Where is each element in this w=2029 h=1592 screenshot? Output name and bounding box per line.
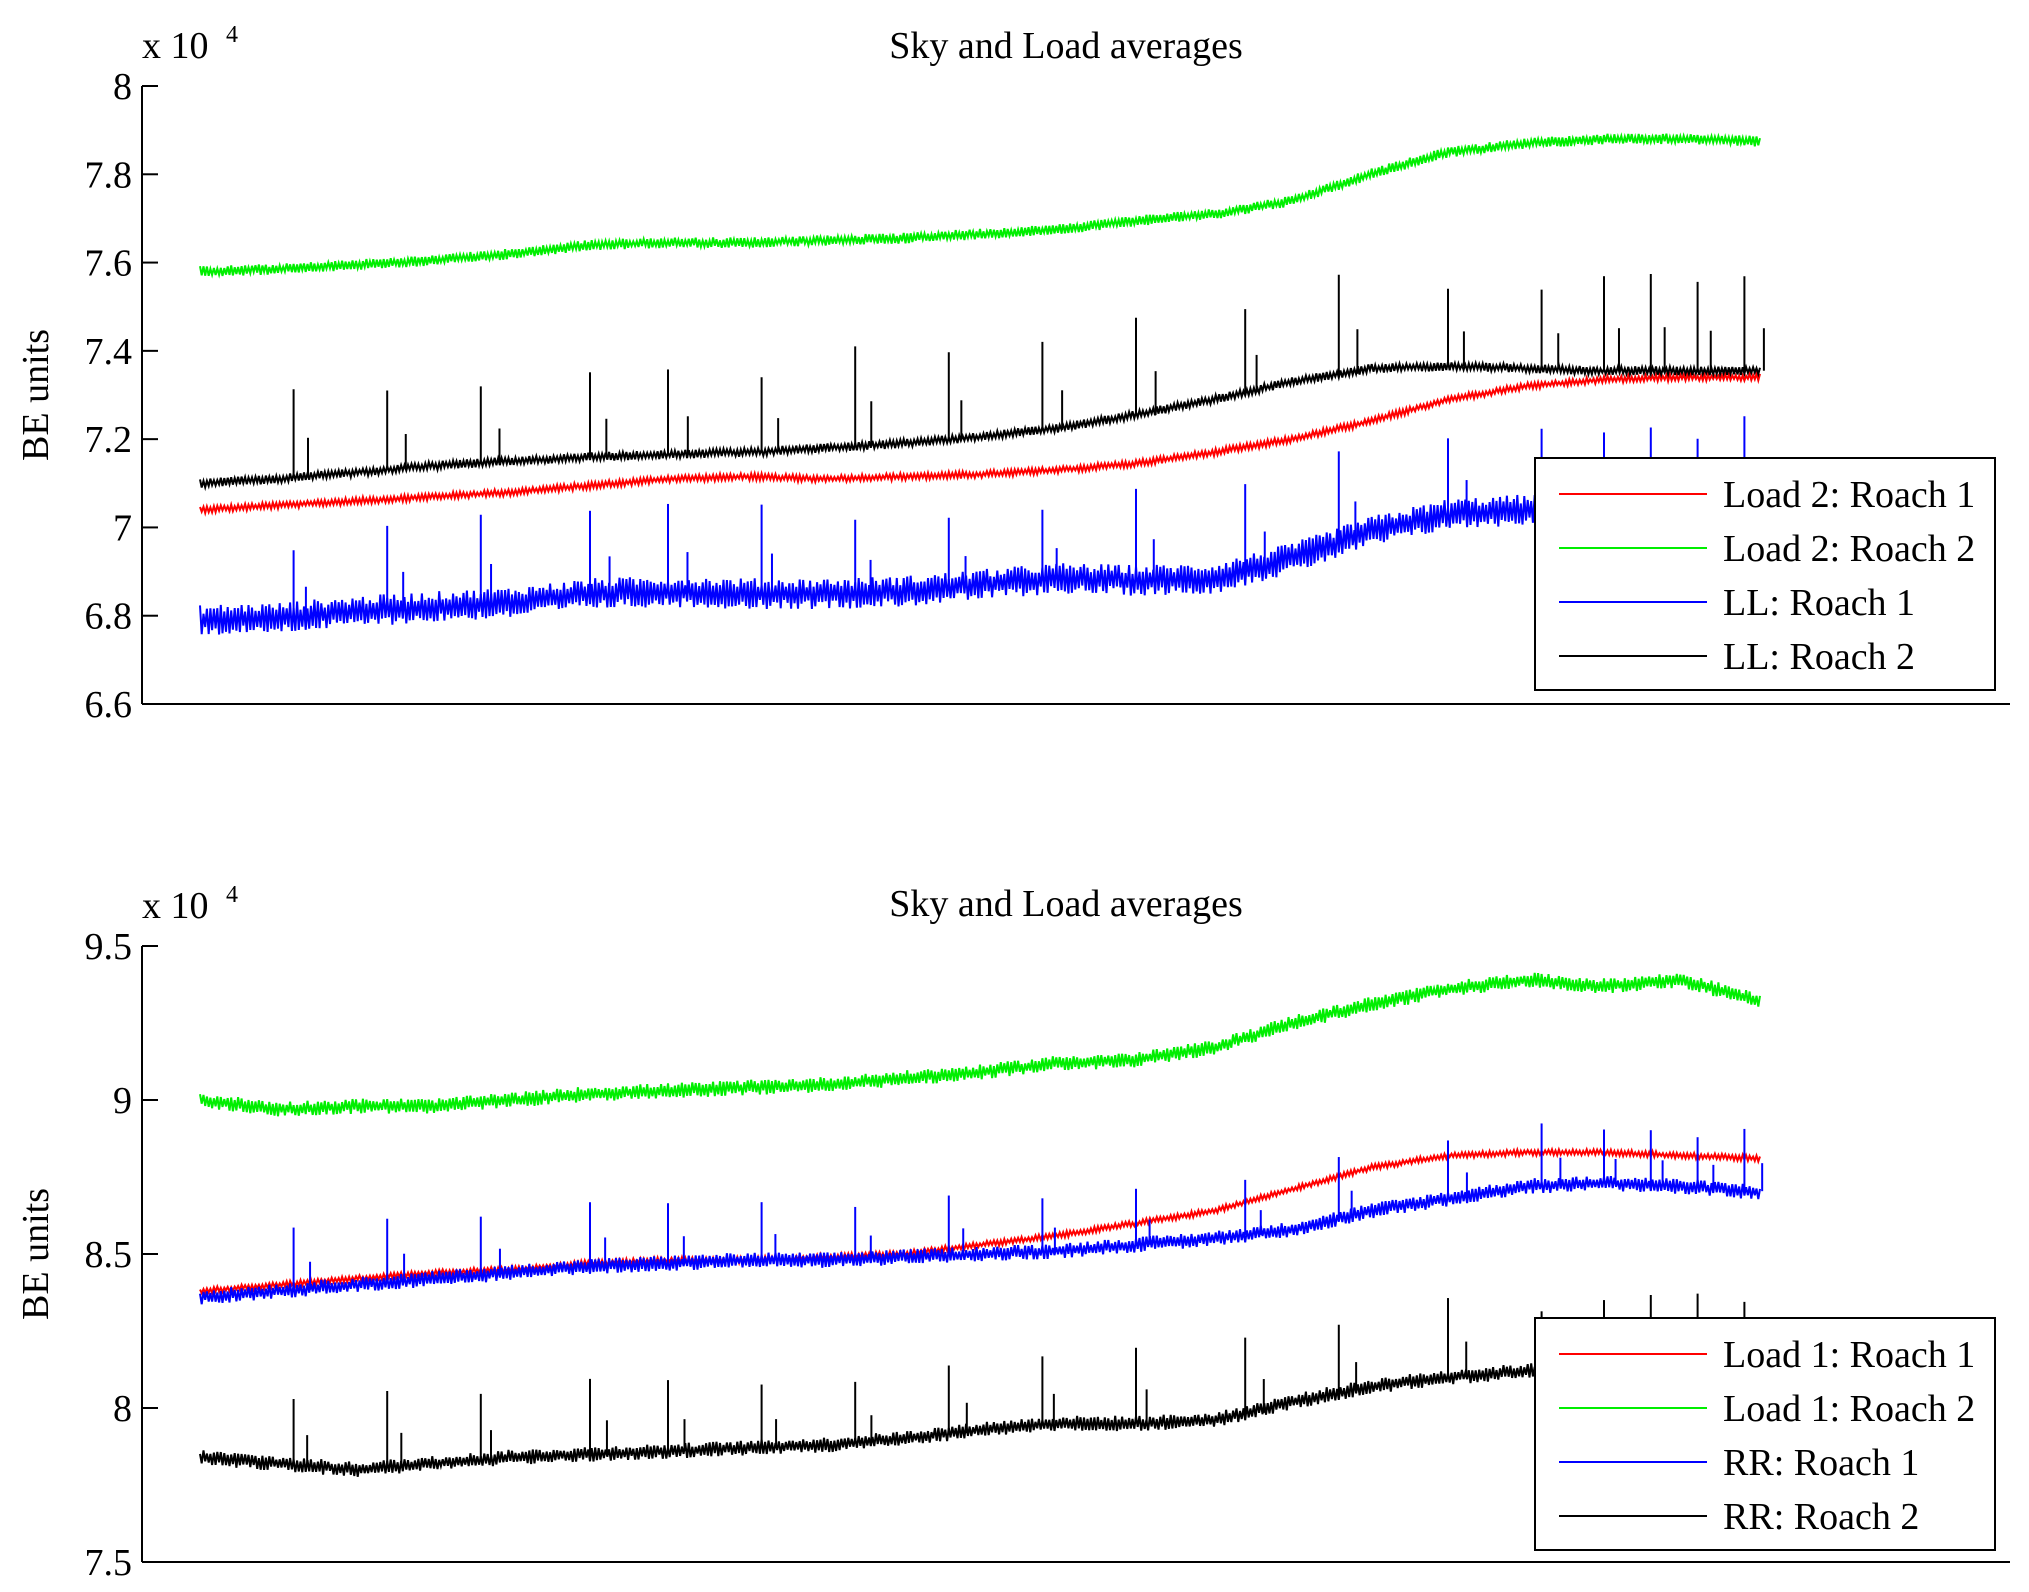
legend: Load 2: Roach 1 Load 2: Roach 2 LL: Roach … (1534, 457, 1996, 691)
legend-label: Load 2: Roach 2 (1723, 528, 1975, 570)
y-tick-label: 7.8 (85, 154, 133, 196)
y-tick-label: 8.5 (85, 1234, 133, 1276)
chart-title: Sky and Load averages (889, 25, 1243, 67)
y-tick-label: 6.8 (85, 596, 133, 638)
y-multiplier-exponent: 4 (226, 882, 238, 908)
series-line-4 (199, 1360, 1761, 1477)
series-line-3 (199, 489, 1761, 635)
y-tick-label: 9 (113, 1080, 132, 1122)
y-tick-label: 7.4 (85, 331, 133, 373)
series-line-2 (199, 972, 1761, 1117)
series-line-4 (199, 359, 1761, 492)
legend-label: Load 1: Roach 2 (1723, 1388, 1975, 1430)
y-tick-label: 7.5 (85, 1542, 133, 1584)
series-line-2 (199, 132, 1761, 279)
legend-label: LL: Roach 1 (1723, 582, 1915, 624)
y-tick-label: 6.6 (85, 684, 133, 726)
legend-label: Load 2: Roach 1 (1723, 474, 1975, 516)
legend-label: RR: Roach 2 (1723, 1496, 1919, 1538)
y-tick-label: 7.6 (85, 243, 133, 285)
series-line-1 (199, 1146, 1761, 1296)
legend-label: LL: Roach 2 (1723, 636, 1915, 678)
y-tick-label: 8 (113, 1388, 132, 1430)
legend: Load 1: Roach 1 Load 1: Roach 2 RR: Roach … (1534, 1317, 1996, 1551)
chart-panel-2: Sky and Load averages x 10 4 BE units 7.5 8 8.… (15, 882, 2010, 1584)
y-tick-label: 8 (113, 66, 132, 108)
series-line-1 (199, 370, 1761, 517)
y-tick-label: 9.5 (85, 926, 133, 968)
y-axis-label: BE units (15, 1188, 57, 1320)
legend-box (1534, 1317, 1996, 1551)
y-multiplier-exponent: 4 (226, 22, 238, 48)
y-multiplier-label: x 10 (142, 885, 209, 927)
y-tick-label: 7.2 (85, 419, 133, 461)
legend-box (1534, 457, 1996, 691)
chart-title: Sky and Load averages (889, 883, 1243, 925)
series-line-3 (199, 1176, 1761, 1305)
y-multiplier-label: x 10 (142, 25, 209, 67)
y-tick-label: 7 (113, 507, 132, 549)
legend-label: Load 1: Roach 1 (1723, 1334, 1975, 1376)
legend-label: RR: Roach 1 (1723, 1442, 1919, 1484)
chart-panel-1: Sky and Load averages x 10 4 BE units 6.6 6.8… (15, 22, 2010, 726)
y-axis-label: BE units (15, 329, 57, 461)
